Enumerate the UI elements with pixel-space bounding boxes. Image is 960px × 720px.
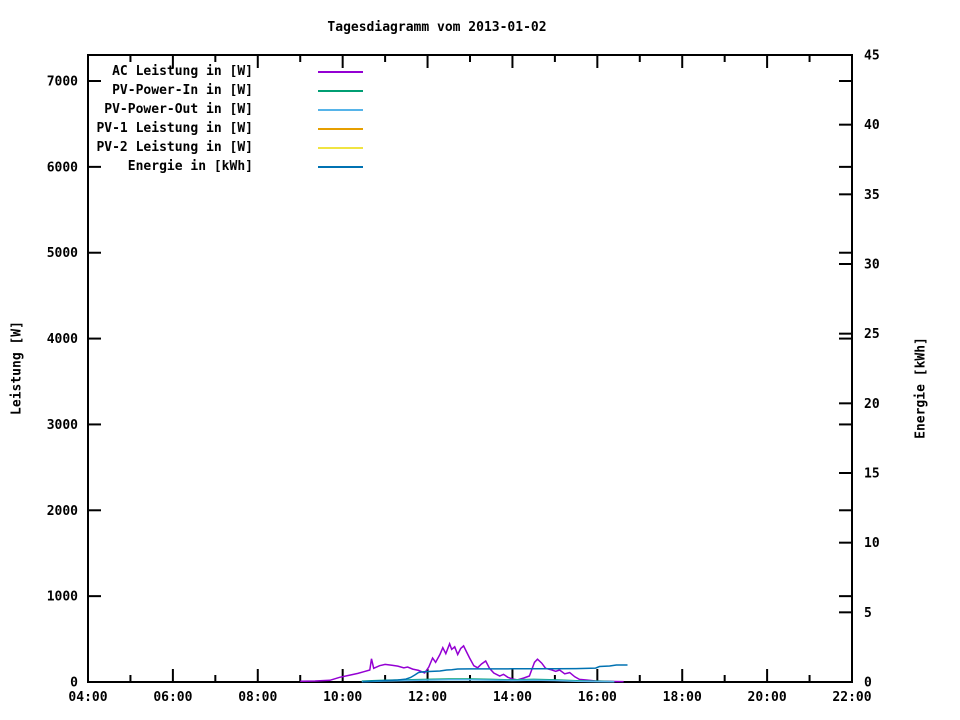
series-ac-leistung [300,641,624,683]
x-tick-label: 12:00 [408,690,447,705]
legend-label: AC Leistung in [W] [112,64,253,79]
legend-line-sample [318,128,363,130]
y-right-tick-label: 45 [864,49,880,64]
legend-item: PV-Power-In in [W] [88,81,378,100]
series-pv-power-out [361,678,615,683]
y-right-tick-label: 40 [864,118,880,133]
x-tick-label: 20:00 [748,690,787,705]
legend-line-sample [318,109,363,111]
y-left-tick-label: 7000 [47,75,78,90]
y-right-tick-label: 0 [864,676,872,691]
legend-item: Energie in [kWh] [88,157,378,176]
y-right-tick-label: 30 [864,258,880,273]
y-left-tick-label: 2000 [47,504,78,519]
x-tick-label: 22:00 [832,690,871,705]
legend-line-sample [318,147,363,149]
y-right-tick-label: 25 [864,327,880,342]
x-tick-label: 14:00 [493,690,532,705]
legend-line-sample [318,166,363,168]
y-right-tick-label: 20 [864,397,880,412]
x-tick-label: 18:00 [663,690,702,705]
y-right-tick-label: 10 [864,536,880,551]
chart-title: Tagesdiagramm vom 2013-01-02 [327,20,547,35]
x-tick-label: 10:00 [323,690,362,705]
legend: AC Leistung in [W] PV-Power-In in [W] PV-P… [88,62,378,176]
legend-item: PV-Power-Out in [W] [88,100,378,119]
x-tick-label: 08:00 [238,690,277,705]
y-left-tick-label: 4000 [47,332,78,347]
plot-border [87,54,853,683]
legend-item: PV-1 Leistung in [W] [88,119,378,138]
y-left-tick-label: 5000 [47,246,78,261]
y-right-tick-label: 35 [864,188,880,203]
x-tick-label: 16:00 [578,690,617,705]
legend-item: PV-2 Leistung in [W] [88,138,378,157]
legend-label: PV-Power-In in [W] [112,83,253,98]
legend-line-sample [318,90,363,92]
y-right-tick-label: 15 [864,467,880,482]
y-left-tick-label: 3000 [47,418,78,433]
legend-label: PV-1 Leistung in [W] [96,121,253,136]
x-tick-label: 04:00 [68,690,107,705]
y-left-tick-label: 6000 [47,160,78,175]
legend-item: AC Leistung in [W] [88,62,378,81]
legend-line-sample [318,71,363,73]
x-tick-label: 06:00 [153,690,192,705]
legend-label: PV-Power-Out in [W] [104,102,253,117]
legend-label: PV-2 Leistung in [W] [96,140,253,155]
y-right-tick-label: 5 [864,606,872,621]
series-energie [362,664,628,683]
y-left-tick-label: 1000 [47,590,78,605]
y-left-tick-label: 0 [70,676,78,691]
legend-label: Energie in [kWh] [127,159,253,174]
